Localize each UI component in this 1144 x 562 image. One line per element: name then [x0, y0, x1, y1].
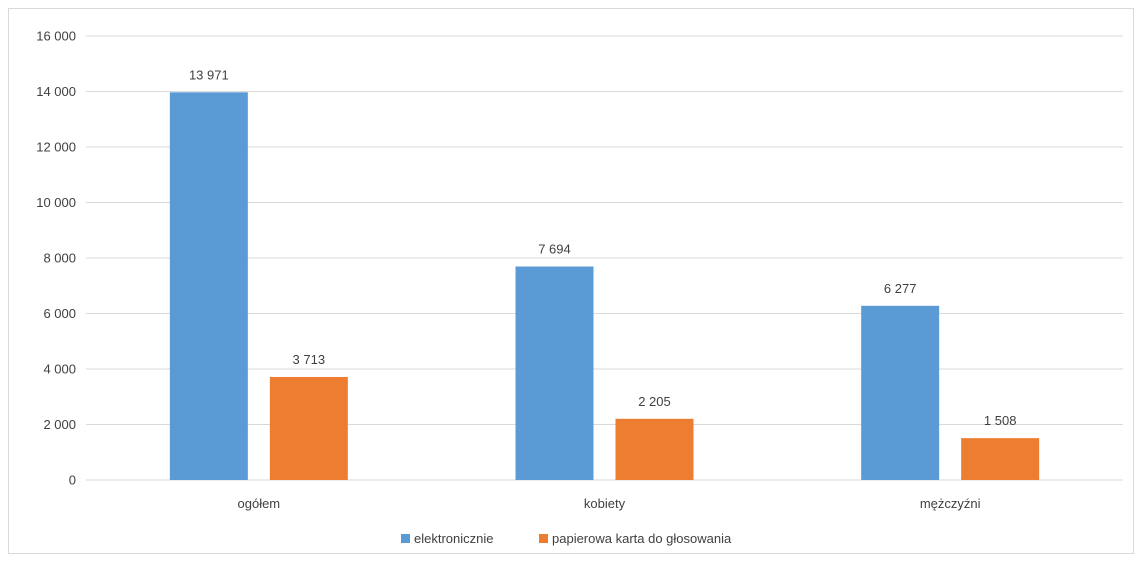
data-label: 13 971	[189, 67, 229, 82]
chart-frame: 0 2 000 4 000 6 000 8 000 10 000 12 000 14 000 1…	[8, 8, 1134, 554]
y-tick-label: 14 000	[36, 84, 76, 99]
bars	[169, 92, 1040, 480]
category-label: kobiety	[584, 496, 626, 511]
category-label: mężczyźni	[920, 496, 981, 511]
bar-papierowa	[961, 438, 1040, 480]
y-tick-label: 12 000	[36, 140, 76, 155]
legend: elektronicznie papierowa karta do głosowa…	[401, 531, 732, 546]
data-label: 1 508	[984, 413, 1017, 428]
bar-papierowa	[269, 376, 348, 480]
legend-swatch	[539, 534, 548, 543]
data-label: 2 205	[638, 394, 671, 409]
category-label: ogółem	[238, 496, 281, 511]
legend-label: papierowa karta do głosowania	[552, 531, 732, 546]
data-labels: 13 971 3 713 7 694 2 205 6 277 1 508	[189, 67, 1016, 428]
y-axis-ticks: 0 2 000 4 000 6 000 8 000 10 000 12 000 14 000 1…	[36, 29, 76, 488]
bar-papierowa	[615, 418, 694, 480]
bar-chart: 0 2 000 4 000 6 000 8 000 10 000 12 000 14 000 1…	[36, 29, 1123, 546]
y-tick-label: 10 000	[36, 195, 76, 210]
bar-elektronicznie	[515, 266, 594, 480]
data-label: 7 694	[538, 241, 571, 256]
y-tick-label: 16 000	[36, 29, 76, 44]
gridlines	[86, 35, 1123, 481]
bar-elektronicznie	[169, 92, 248, 480]
data-label: 3 713	[293, 352, 326, 367]
legend-label: elektronicznie	[414, 531, 494, 546]
y-tick-label: 0	[69, 473, 76, 488]
y-tick-label: 4 000	[43, 362, 76, 377]
y-tick-label: 8 000	[43, 251, 76, 266]
y-tick-label: 6 000	[43, 306, 76, 321]
data-label: 6 277	[884, 281, 917, 296]
bar-elektronicznie	[861, 305, 940, 480]
legend-swatch	[401, 534, 410, 543]
x-axis-categories: ogółem kobiety mężczyźni	[238, 496, 981, 511]
y-tick-label: 2 000	[43, 417, 76, 432]
